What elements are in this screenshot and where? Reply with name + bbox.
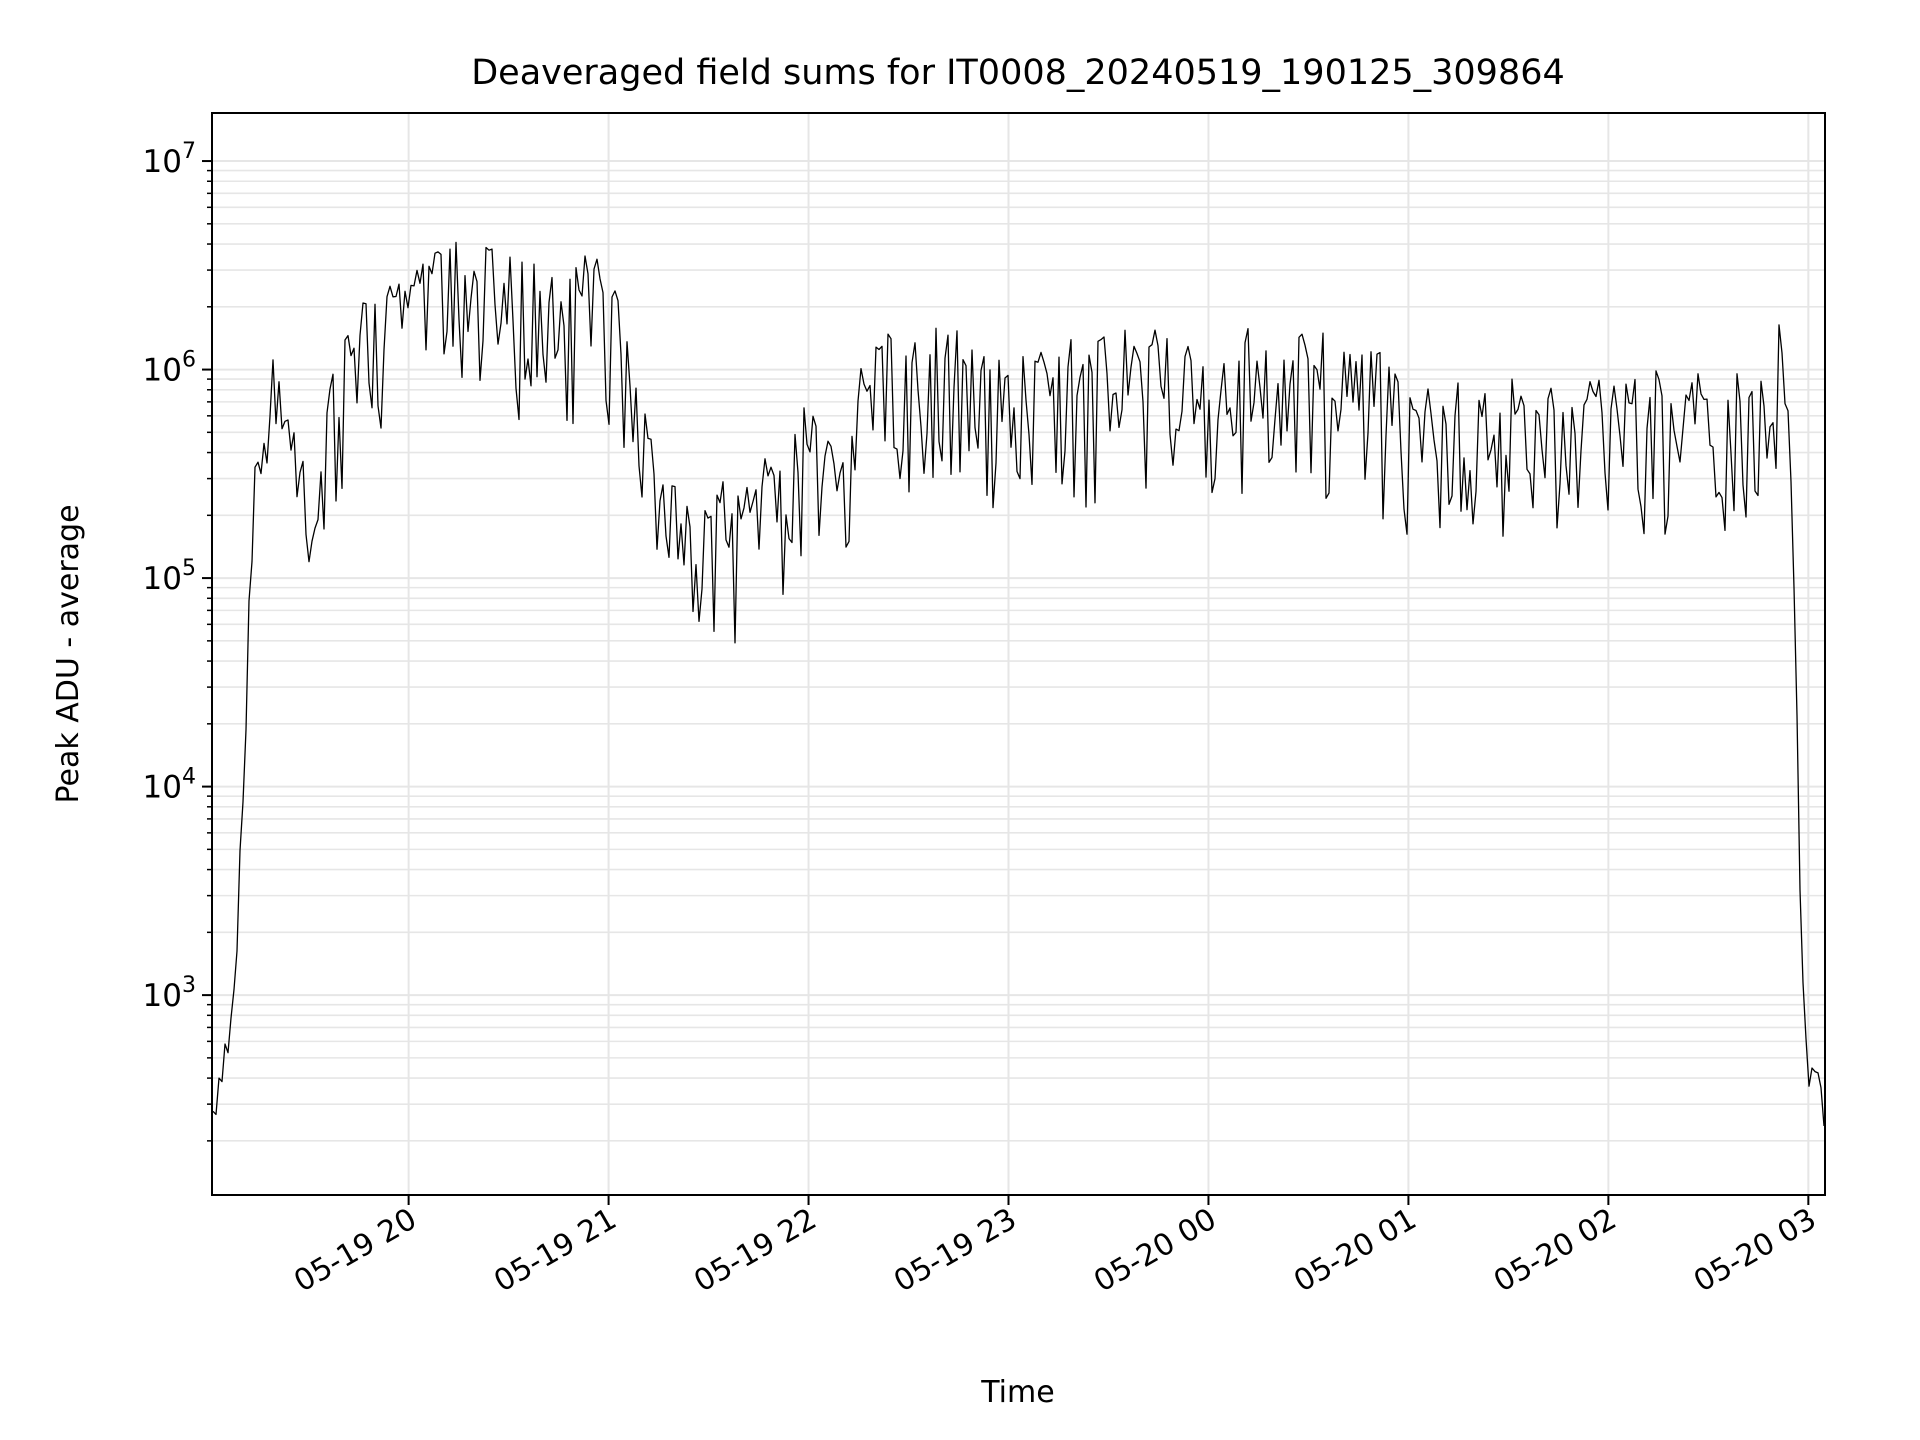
- x-axis-label: Time: [980, 1375, 1054, 1410]
- y-axis-label: Peak ADU - average: [51, 504, 86, 803]
- y-tick-label: 103: [143, 973, 196, 1014]
- grid-layer: [212, 113, 1825, 1195]
- y-tick-label: 104: [143, 765, 196, 806]
- plot-frame: [211, 112, 1826, 1196]
- chart-title: Deaveraged field sums for IT0008_2024051…: [471, 53, 1565, 93]
- y-tick-label: 106: [143, 348, 196, 389]
- line-layer: [212, 241, 1825, 1127]
- y-tick-label: 107: [143, 139, 196, 180]
- series-line: [212, 241, 1825, 1127]
- y-tick-label: 105: [143, 556, 196, 597]
